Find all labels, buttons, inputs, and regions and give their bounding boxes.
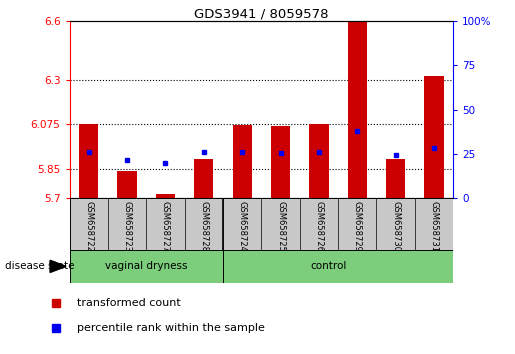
Text: GSM658727: GSM658727: [161, 201, 170, 252]
Bar: [310, 125, 329, 198]
Bar: [70, 250, 223, 283]
Text: GSM658726: GSM658726: [315, 201, 323, 252]
Text: GSM658724: GSM658724: [238, 201, 247, 252]
Bar: [233, 125, 252, 198]
Text: GSM658731: GSM658731: [430, 201, 438, 252]
Bar: [223, 250, 453, 283]
Text: transformed count: transformed count: [77, 298, 180, 308]
Text: vaginal dryness: vaginal dryness: [105, 261, 187, 272]
Bar: [424, 76, 443, 198]
Text: control: control: [311, 261, 347, 272]
Text: GSM658723: GSM658723: [123, 201, 131, 252]
Text: GSM658722: GSM658722: [84, 201, 93, 252]
Bar: [79, 125, 98, 198]
Text: GSM658725: GSM658725: [276, 201, 285, 252]
Title: GDS3941 / 8059578: GDS3941 / 8059578: [194, 7, 329, 20]
Bar: [271, 126, 290, 198]
Polygon shape: [50, 260, 66, 273]
Bar: [386, 159, 405, 198]
Text: GSM658729: GSM658729: [353, 201, 362, 252]
Bar: [348, 21, 367, 198]
Text: disease state: disease state: [5, 261, 75, 272]
Bar: [194, 159, 213, 198]
Bar: [156, 194, 175, 198]
Text: GSM658730: GSM658730: [391, 201, 400, 252]
Text: GSM658728: GSM658728: [199, 201, 208, 252]
Text: percentile rank within the sample: percentile rank within the sample: [77, 322, 264, 332]
Bar: [117, 171, 136, 198]
